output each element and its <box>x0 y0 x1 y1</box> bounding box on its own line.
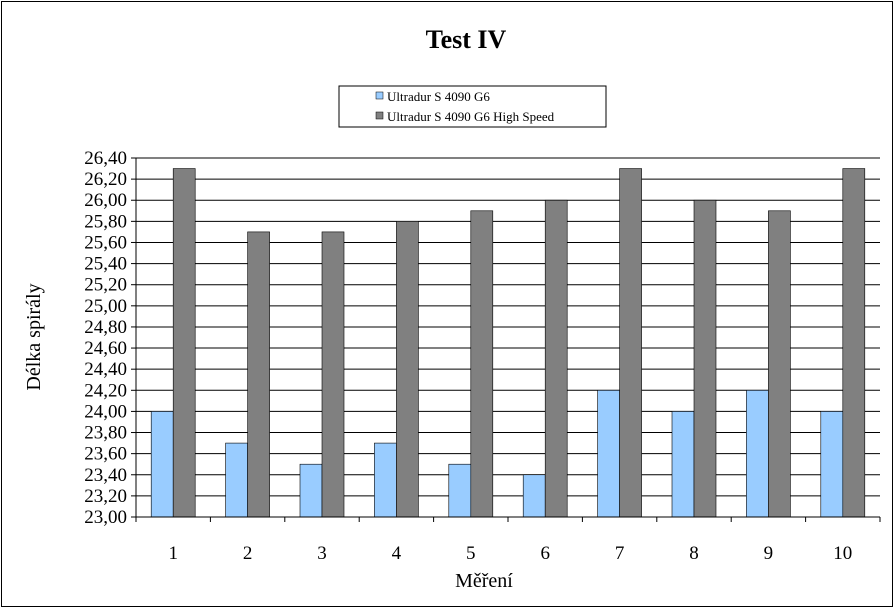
x-tick-label: 7 <box>615 543 625 564</box>
y-tick-label: 24,40 <box>84 359 127 380</box>
y-tick-label: 23,60 <box>84 444 127 465</box>
x-tick-label: 8 <box>689 543 699 564</box>
y-tick-label: 24,20 <box>84 380 127 401</box>
y-tick-label: 26,00 <box>84 190 127 211</box>
y-tick-label: 24,00 <box>84 401 127 422</box>
legend: Ultradur S 4090 G6 Ultradur S 4090 G6 Hi… <box>338 85 607 128</box>
bar-series-1-cat-4 <box>374 442 397 518</box>
bar-series-1-cat-3 <box>299 463 323 518</box>
x-tick-label: 9 <box>764 543 774 564</box>
y-tick-label: 23,40 <box>84 465 127 486</box>
chart-title: Test IV <box>426 25 507 54</box>
y-tick-label: 25,80 <box>84 211 127 232</box>
bar-series-2-cat-8 <box>693 199 717 518</box>
bar-series-1-cat-1 <box>150 411 174 518</box>
bar-series-2-cat-10 <box>842 168 866 518</box>
x-tick-label: 2 <box>243 543 253 564</box>
x-tick-label: 5 <box>466 543 476 564</box>
bar-series-2-cat-7 <box>619 168 642 518</box>
bar-series-2-cat-1 <box>172 168 196 518</box>
y-tick-label: 25,20 <box>84 275 127 296</box>
y-tick-label: 23,00 <box>84 507 127 528</box>
x-tick-labels: 1 2 3 4 5 6 7 8 9 10 <box>168 543 852 564</box>
y-tick-label: 23,20 <box>84 486 127 507</box>
y-tick-label: 25,60 <box>84 232 127 253</box>
bar-series-1-cat-10 <box>820 411 844 518</box>
y-tick-labels: 23,0023,2023,4023,6023,8024,0024,2024,40… <box>84 148 127 528</box>
x-tick-label: 6 <box>540 543 550 564</box>
axes <box>131 157 881 522</box>
x-tick-label: 4 <box>392 543 402 564</box>
bar-series-2-cat-3 <box>321 231 345 518</box>
bar-series-1-cat-8 <box>671 411 695 518</box>
y-tick-label: 26,40 <box>84 148 127 169</box>
bar-series-1-cat-7 <box>597 389 620 518</box>
y-axis-label: Délka spirály <box>23 283 45 390</box>
y-tick-label: 24,80 <box>84 317 127 338</box>
bar-series-2-cat-2 <box>247 231 270 518</box>
bar-series-2-cat-9 <box>768 210 791 518</box>
bars <box>150 168 866 518</box>
x-tick-label: 3 <box>317 543 327 564</box>
y-tick-label: 25,40 <box>84 254 127 275</box>
legend-swatch-series-2 <box>375 111 384 120</box>
y-tick-label: 23,80 <box>84 423 127 444</box>
bar-series-2-cat-6 <box>544 199 568 518</box>
legend-box <box>338 85 607 128</box>
y-tick-label: 25,00 <box>84 296 127 317</box>
x-tick-label: 1 <box>168 543 178 564</box>
x-tick-label: 10 <box>833 543 852 564</box>
y-tick-label: 24,60 <box>84 338 127 359</box>
bar-series-2-cat-4 <box>396 221 419 518</box>
legend-label-series-2: Ultradur S 4090 G6 High Speed <box>387 109 555 124</box>
y-tick-label: 26,20 <box>84 169 127 190</box>
legend-label-series-1: Ultradur S 4090 G6 <box>387 89 490 104</box>
legend-swatch-series-1 <box>375 91 384 100</box>
x-axis-label: Měření <box>455 570 513 592</box>
bar-series-1-cat-2 <box>225 442 248 518</box>
bar-series-1-cat-9 <box>746 389 769 518</box>
bar-series-2-cat-5 <box>470 210 494 518</box>
bar-series-1-cat-5 <box>448 463 472 518</box>
bar-series-1-cat-6 <box>522 474 546 518</box>
